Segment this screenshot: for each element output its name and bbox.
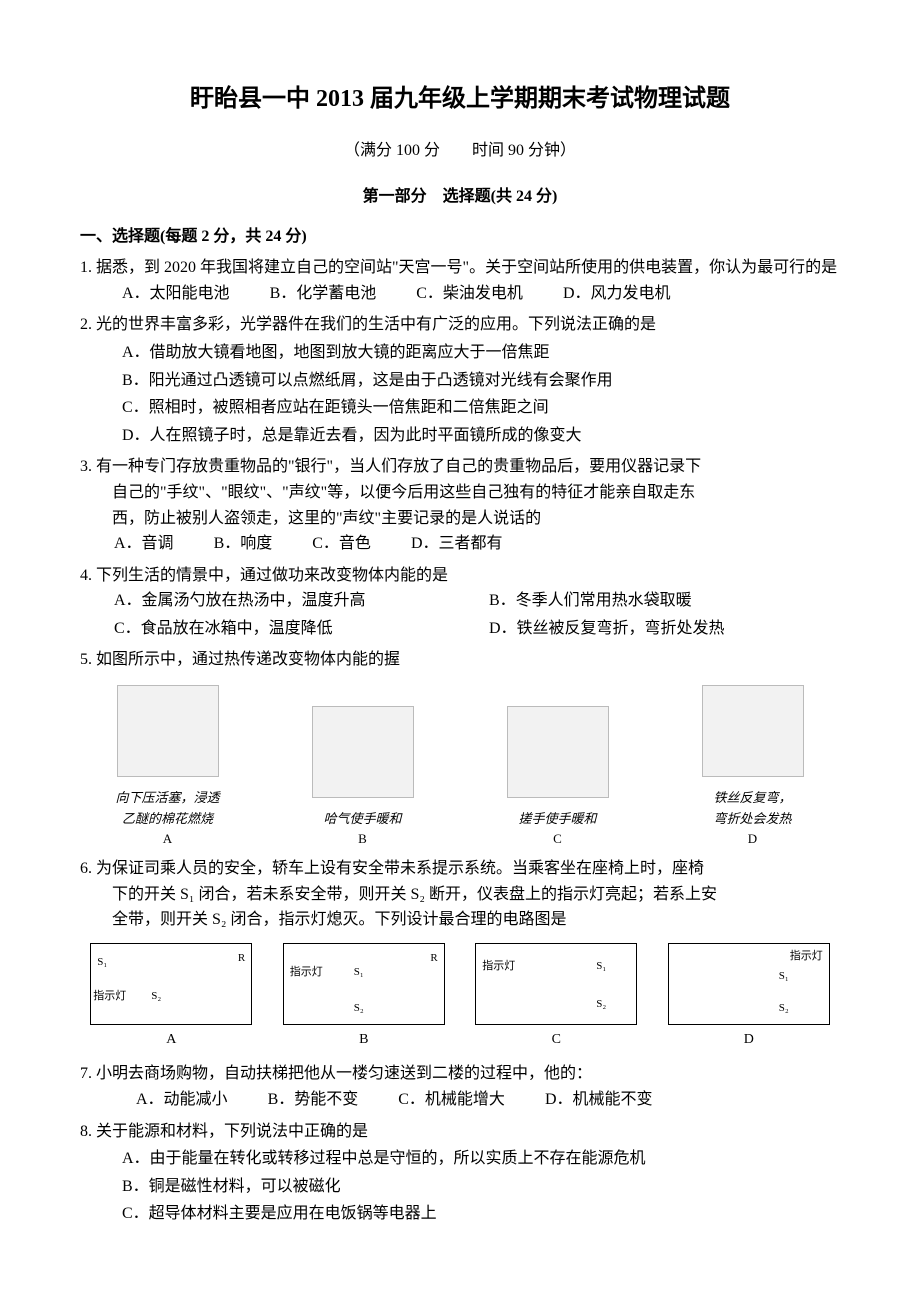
question-2: 2. 光的世界丰富多彩，光学器件在我们的生活中有广泛的应用。下列说法正确的是 A… <box>80 312 840 448</box>
q6-circuit-c: 指示灯 S₁ S₂ C <box>465 943 648 1051</box>
q1-opt-c: C．柴油发电机 <box>416 281 523 307</box>
circuit-c-icon: 指示灯 S₁ S₂ <box>475 943 637 1025</box>
q6b-s1: S₁ <box>354 964 364 982</box>
q6-label-d: D <box>658 1029 841 1051</box>
q6-stem1: 6. 为保证司乘人员的安全，轿车上设有安全带未系提示系统。当乘客坐在座椅上时，座… <box>80 856 840 882</box>
piston-ether-icon <box>117 685 219 777</box>
question-8: 8. 关于能源和材料，下列说法中正确的是 A．由于能量在转化或转移过程中总是守恒… <box>80 1119 840 1227</box>
q6-circuit-a: S₁ R 指示灯 S₂ A <box>80 943 263 1051</box>
q5-img-d: 铁丝反复弯， 弯折处会发热 D <box>665 685 840 850</box>
q2-opt-b: B．阳光通过凸透镜可以点燃纸屑，这是由于凸透镜对光线有会聚作用 <box>122 368 840 394</box>
q5-imgD-cap1: 铁丝反复弯， <box>713 790 791 805</box>
q6a-s1: S₁ <box>97 954 107 972</box>
q7-opt-c: C．机械能增大 <box>398 1087 505 1113</box>
q4-opt-c: C．食品放在冰箱中，温度降低 <box>114 616 465 642</box>
q3-opt-c: C．音色 <box>312 531 371 557</box>
circuit-a-icon: S₁ R 指示灯 S₂ <box>90 943 252 1025</box>
q6-label-c: C <box>465 1029 648 1051</box>
breathing-hands-icon <box>312 706 414 798</box>
q8-opt-c: C．超导体材料主要是应用在电饭锅等电器上 <box>122 1201 840 1227</box>
q5-imgD-label: D <box>665 829 840 850</box>
q5-img-c: 搓手使手暖和 C <box>470 706 645 850</box>
q6c-lamp: 指示灯 <box>482 958 515 976</box>
q5-img-a: 向下压活塞，浸透 乙醚的棉花燃烧 A <box>80 685 255 850</box>
q6-circuit-b: 指示灯 S₁ R S₂ B <box>273 943 456 1051</box>
q1-opt-b: B．化学蓄电池 <box>270 281 377 307</box>
q3-opt-d: D．三者都有 <box>411 531 503 557</box>
circuit-d-icon: 指示灯 S₁ S₂ <box>668 943 830 1025</box>
q5-imgB-cap: 哈气使手暖和 <box>323 811 401 826</box>
q5-imgA-cap2: 乙醚的棉花燃烧 <box>122 811 213 826</box>
q7-stem: 7. 小明去商场购物，自动扶梯把他从一楼匀速送到二楼的过程中，他的： <box>80 1061 840 1087</box>
section1-header: 一、选择题(每题 2 分，共 24 分) <box>80 224 840 250</box>
q6d-lamp: 指示灯 <box>790 948 823 966</box>
part1-label: 第一部分 选择题(共 24 分) <box>80 184 840 210</box>
q3-opt-b: B．响度 <box>214 531 273 557</box>
q6b-lamp: 指示灯 <box>290 964 323 982</box>
q2-opt-d: D．人在照镜子时，总是靠近去看，因为此时平面镜所成的像变大 <box>122 423 840 449</box>
q3-opt-a: A．音调 <box>114 531 174 557</box>
q6a-s2: S₂ <box>151 988 161 1006</box>
q5-stem: 5. 如图所示中，通过热传递改变物体内能的握 <box>80 647 840 673</box>
q6b-r: R <box>430 950 437 968</box>
q6-stem3: 全带，则开关 S₂ 闭合，指示灯熄灭。下列设计最合理的电路图是 <box>112 907 840 933</box>
q2-stem: 2. 光的世界丰富多彩，光学器件在我们的生活中有广泛的应用。下列说法正确的是 <box>80 312 840 338</box>
q6-label-a: A <box>80 1029 263 1051</box>
q5-imgC-label: C <box>470 829 645 850</box>
q6a-r: R <box>238 950 245 968</box>
q8-opt-a: A．由于能量在转化或转移过程中总是守恒的，所以实质上不存在能源危机 <box>122 1146 840 1172</box>
q6d-s1: S₁ <box>779 968 789 986</box>
q6-label-b: B <box>273 1029 456 1051</box>
q4-opt-d: D．铁丝被反复弯折，弯折处发热 <box>489 616 840 642</box>
q1-opt-d: D．风力发电机 <box>563 281 671 307</box>
q6b-s2: S₂ <box>354 1000 364 1018</box>
question-5: 5. 如图所示中，通过热传递改变物体内能的握 向下压活塞，浸透 乙醚的棉花燃烧 … <box>80 647 840 850</box>
q5-imgD-cap2: 弯折处会发热 <box>713 811 791 826</box>
question-3: 3. 有一种专门存放贵重物品的"银行"，当人们存放了自己的贵重物品后，要用仪器记… <box>80 454 840 556</box>
q5-imgB-label: B <box>275 829 450 850</box>
q2-opt-c: C．照相时，被照相者应站在距镜头一倍焦距和二倍焦距之间 <box>122 395 840 421</box>
q7-opt-d: D．机械能不变 <box>545 1087 653 1113</box>
question-6: 6. 为保证司乘人员的安全，轿车上设有安全带未系提示系统。当乘客坐在座椅上时，座… <box>80 856 840 1051</box>
q1-opt-a: A．太阳能电池 <box>122 281 230 307</box>
q6a-lamp: 指示灯 <box>93 988 126 1006</box>
q2-opt-a: A．借助放大镜看地图，地图到放大镜的距离应大于一倍焦距 <box>122 340 840 366</box>
q6-circuit-d: 指示灯 S₁ S₂ D <box>658 943 841 1051</box>
q6-stem2: 下的开关 S₁ 闭合，若未系安全带，则开关 S₂ 断开，仪表盘上的指示灯亮起；若… <box>112 882 840 908</box>
q4-stem: 4. 下列生活的情景中，通过做功来改变物体内能的是 <box>80 563 840 589</box>
q7-opt-b: B．势能不变 <box>268 1087 359 1113</box>
circuit-b-icon: 指示灯 S₁ R S₂ <box>283 943 445 1025</box>
q6c-s1: S₁ <box>596 958 606 976</box>
q6c-s2: S₂ <box>596 996 606 1014</box>
q4-opt-b: B．冬季人们常用热水袋取暖 <box>489 588 840 614</box>
q4-opt-a: A．金属汤勺放在热汤中，温度升高 <box>114 588 465 614</box>
q6d-s2: S₂ <box>779 1000 789 1018</box>
q3-stem2: 自己的"手纹"、"眼纹"、"声纹"等，以便今后用这些自己独有的特征才能亲自取走东 <box>112 480 840 506</box>
question-7: 7. 小明去商场购物，自动扶梯把他从一楼匀速送到二楼的过程中，他的： A．动能减… <box>80 1061 840 1112</box>
q5-imgA-label: A <box>80 829 255 850</box>
q3-stem3: 西，防止被别人盗领走，这里的"声纹"主要记录的是人说话的 <box>112 506 840 532</box>
q8-opt-b: B．铜是磁性材料，可以被磁化 <box>122 1174 840 1200</box>
q1-stem: 1. 据悉，到 2020 年我国将建立自己的空间站"天宫一号"。关于空间站所使用… <box>80 255 840 281</box>
exam-subtitle: （满分 100 分 时间 90 分钟） <box>80 138 840 164</box>
question-4: 4. 下列生活的情景中，通过做功来改变物体内能的是 A．金属汤勺放在热汤中，温度… <box>80 563 840 642</box>
page-title: 盱眙县一中 2013 届九年级上学期期末考试物理试题 <box>80 80 840 118</box>
q5-imgA-cap1: 向下压活塞，浸透 <box>115 790 219 805</box>
rubbing-hands-icon <box>507 706 609 798</box>
q3-stem1: 3. 有一种专门存放贵重物品的"银行"，当人们存放了自己的贵重物品后，要用仪器记… <box>80 454 840 480</box>
q7-opt-a: A．动能减小 <box>136 1087 228 1113</box>
q5-img-b: 哈气使手暖和 B <box>275 706 450 850</box>
bending-wire-icon <box>702 685 804 777</box>
q5-imgC-cap: 搓手使手暖和 <box>518 811 596 826</box>
question-1: 1. 据悉，到 2020 年我国将建立自己的空间站"天宫一号"。关于空间站所使用… <box>80 255 840 306</box>
q8-stem: 8. 关于能源和材料，下列说法中正确的是 <box>80 1119 840 1145</box>
